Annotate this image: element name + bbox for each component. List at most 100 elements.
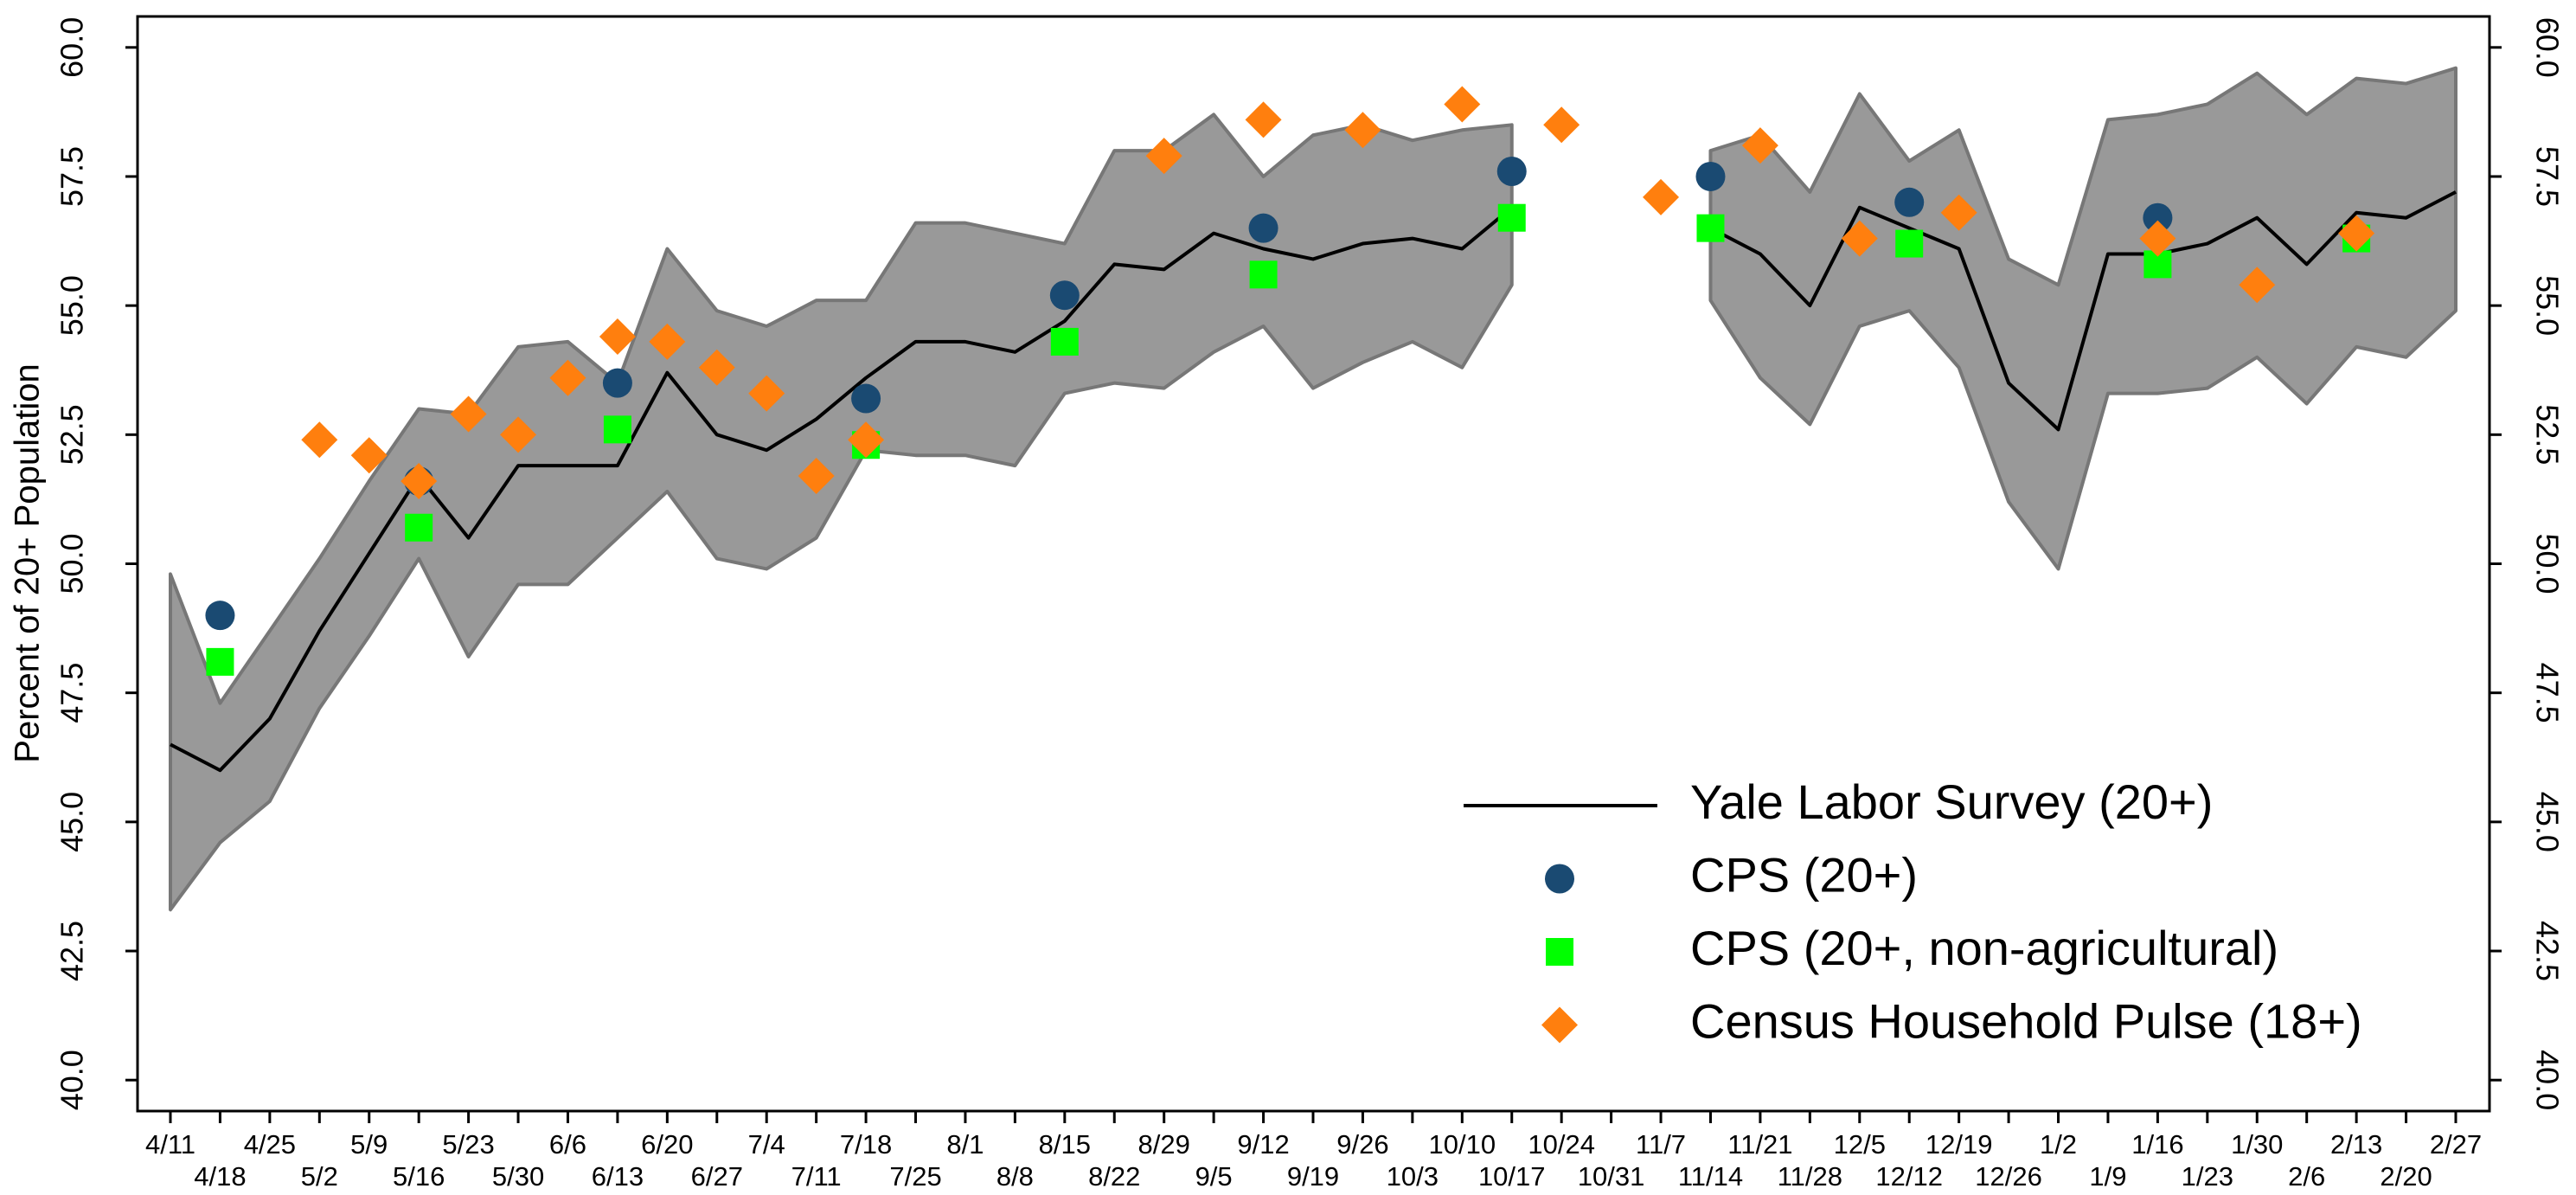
y-tick-label: 40.0 — [54, 1050, 90, 1110]
y2-tick-label: 55.0 — [2529, 275, 2565, 336]
x-tick-label: 6/20 — [641, 1129, 693, 1160]
point — [1245, 101, 1282, 138]
point — [1696, 214, 1725, 242]
x-tick-label: 2/6 — [2288, 1161, 2325, 1192]
x-tick-label: 5/23 — [442, 1129, 494, 1160]
point — [698, 349, 735, 386]
point — [549, 359, 586, 396]
point — [649, 323, 686, 360]
y-tick-label: 50.0 — [54, 533, 90, 594]
point — [1344, 112, 1381, 149]
x-tick-label: 2/13 — [2330, 1129, 2382, 1160]
x-tick-label: 2/20 — [2380, 1161, 2432, 1192]
x-tick-label: 1/2 — [2040, 1129, 2077, 1160]
y2-tick-label: 40.0 — [2529, 1050, 2565, 1110]
x-tick-label: 8/8 — [996, 1161, 1034, 1192]
y2-tick-label: 52.5 — [2529, 404, 2565, 465]
x-tick-label: 5/30 — [492, 1161, 544, 1192]
x-tick-label: 11/7 — [1636, 1129, 1686, 1160]
point — [206, 647, 234, 676]
legend-marker — [1541, 1006, 1578, 1044]
point — [1643, 178, 1680, 215]
x-tick-label: 9/5 — [1195, 1161, 1233, 1192]
point — [748, 375, 785, 412]
x-tick-label: 4/25 — [244, 1129, 296, 1160]
x-tick-label: 5/9 — [350, 1129, 388, 1160]
point — [1940, 194, 1977, 231]
point — [2239, 267, 2276, 304]
legend-label: CPS (20+) — [1690, 847, 1918, 902]
point — [1695, 161, 1726, 191]
x-tick-label: 12/26 — [1975, 1161, 2042, 1192]
x-tick-label: 1/30 — [2231, 1129, 2283, 1160]
legend-label: Census Household Pulse (18+) — [1690, 993, 2362, 1048]
x-tick-label: 11/14 — [1678, 1161, 1743, 1192]
point — [1895, 229, 1924, 258]
x-tick-label: 10/17 — [1478, 1161, 1546, 1192]
x-tick-label: 10/24 — [1528, 1129, 1595, 1160]
x-tick-label: 6/27 — [691, 1161, 743, 1192]
point — [1248, 213, 1278, 243]
x-tick-label: 8/22 — [1088, 1161, 1140, 1192]
point — [599, 318, 636, 355]
x-tick-label: 9/12 — [1237, 1129, 1289, 1160]
point — [1049, 280, 1080, 311]
x-tick-label: 4/18 — [194, 1161, 246, 1192]
x-tick-label: 5/2 — [301, 1161, 338, 1192]
x-tick-label: 10/3 — [1387, 1161, 1439, 1192]
point — [2338, 215, 2375, 252]
x-tick-label: 5/16 — [393, 1161, 445, 1192]
y-tick-label: 52.5 — [54, 404, 90, 465]
line — [170, 190, 2457, 773]
point — [798, 458, 835, 495]
point — [1050, 327, 1079, 356]
point — [400, 463, 438, 500]
x-tick-label: 6/13 — [592, 1161, 644, 1192]
point — [602, 368, 632, 398]
point — [848, 421, 885, 459]
y2-tick-label: 50.0 — [2529, 533, 2565, 594]
y2-tick-label: 60.0 — [2529, 17, 2565, 78]
x-tick-label: 4/11 — [145, 1129, 195, 1160]
y-tick-label: 45.0 — [54, 792, 90, 852]
confidence-band — [169, 112, 1514, 912]
y-axis-title: Percent of 20+ Population — [9, 363, 47, 762]
x-tick-label: 9/26 — [1336, 1129, 1388, 1160]
x-tick-label: 7/18 — [840, 1129, 892, 1160]
x-tick-label: 7/25 — [889, 1161, 941, 1192]
x-tick-label: 1/16 — [2131, 1129, 2183, 1160]
point — [1496, 157, 1527, 187]
point — [301, 421, 338, 459]
x-tick-label: 11/21 — [1727, 1129, 1792, 1160]
x-tick-label: 8/29 — [1138, 1129, 1190, 1160]
y-tick-label: 57.5 — [54, 146, 90, 207]
confidence-band — [1708, 66, 2457, 571]
x-tick-label: 8/15 — [1039, 1129, 1091, 1160]
y-tick-label: 42.5 — [54, 921, 90, 981]
x-tick-label: 2/27 — [2430, 1129, 2482, 1160]
point — [1249, 260, 1278, 289]
point — [603, 415, 631, 444]
y-tick-label: 47.5 — [54, 663, 90, 723]
x-tick-label: 10/10 — [1429, 1129, 1496, 1160]
point — [851, 383, 881, 414]
y-tick-label: 60.0 — [54, 17, 90, 78]
y2-tick-label: 57.5 — [2529, 146, 2565, 207]
point — [2143, 202, 2173, 233]
x-tick-label: 8/1 — [946, 1129, 984, 1160]
point — [2139, 220, 2176, 257]
x-tick-label: 12/5 — [1834, 1129, 1886, 1160]
x-tick-label: 11/28 — [1778, 1161, 1842, 1192]
y2-tick-label: 45.0 — [2529, 792, 2565, 852]
y2-tick-label: 42.5 — [2529, 921, 2565, 981]
point — [500, 416, 537, 453]
x-tick-label: 10/31 — [1578, 1161, 1645, 1192]
legend-label: Yale Labor Survey (20+) — [1690, 774, 2213, 829]
point — [1444, 86, 1481, 123]
y-tick-label: 55.0 — [54, 275, 90, 336]
point — [405, 513, 433, 542]
x-tick-label: 9/19 — [1287, 1161, 1339, 1192]
legend-label: CPS (20+, non-agricultural) — [1690, 921, 2278, 975]
point — [205, 601, 235, 631]
